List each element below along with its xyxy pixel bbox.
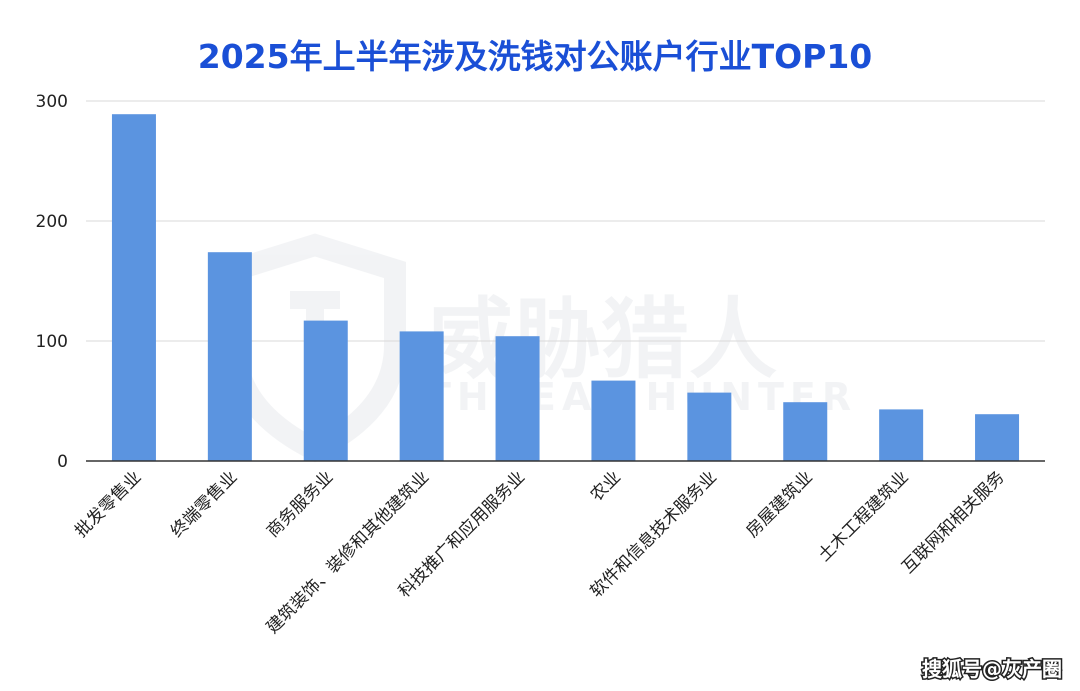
- y-tick-label: 300: [36, 92, 68, 112]
- bar: [975, 414, 1020, 461]
- y-tick-label: 200: [36, 212, 68, 232]
- bar: [687, 392, 732, 461]
- bar: [399, 331, 444, 461]
- x-category-label: 农业: [587, 467, 625, 505]
- bar: [783, 402, 828, 461]
- source-credit: 搜狐号@灰产圈: [922, 657, 1062, 681]
- y-tick-label: 100: [36, 332, 68, 352]
- bar: [879, 409, 924, 461]
- bar: [303, 320, 348, 461]
- bar: [591, 380, 636, 461]
- bar: [111, 114, 156, 461]
- y-tick-label: 0: [57, 452, 68, 472]
- x-category-label: 批发零售业: [71, 467, 145, 541]
- watermark-text-cn: 威胁猎人: [425, 288, 777, 391]
- x-category-label: 房屋建筑业: [743, 467, 817, 541]
- chart-title: 2025年上半年涉及洗钱对公账户行业TOP10: [198, 37, 873, 76]
- bar: [495, 336, 540, 461]
- y-axis-ticks: 0 100 200 300: [36, 92, 68, 472]
- x-category-label: 土木工程建筑业: [814, 467, 912, 565]
- x-category-label: 互联网和相关服务: [898, 467, 1008, 577]
- x-category-label: 终端零售业: [167, 467, 241, 541]
- bars: [111, 114, 1020, 461]
- x-category-label: 建筑装饰、装修和其他建筑业: [263, 467, 433, 637]
- x-category-label: 商务服务业: [263, 467, 337, 541]
- bar: [207, 252, 252, 461]
